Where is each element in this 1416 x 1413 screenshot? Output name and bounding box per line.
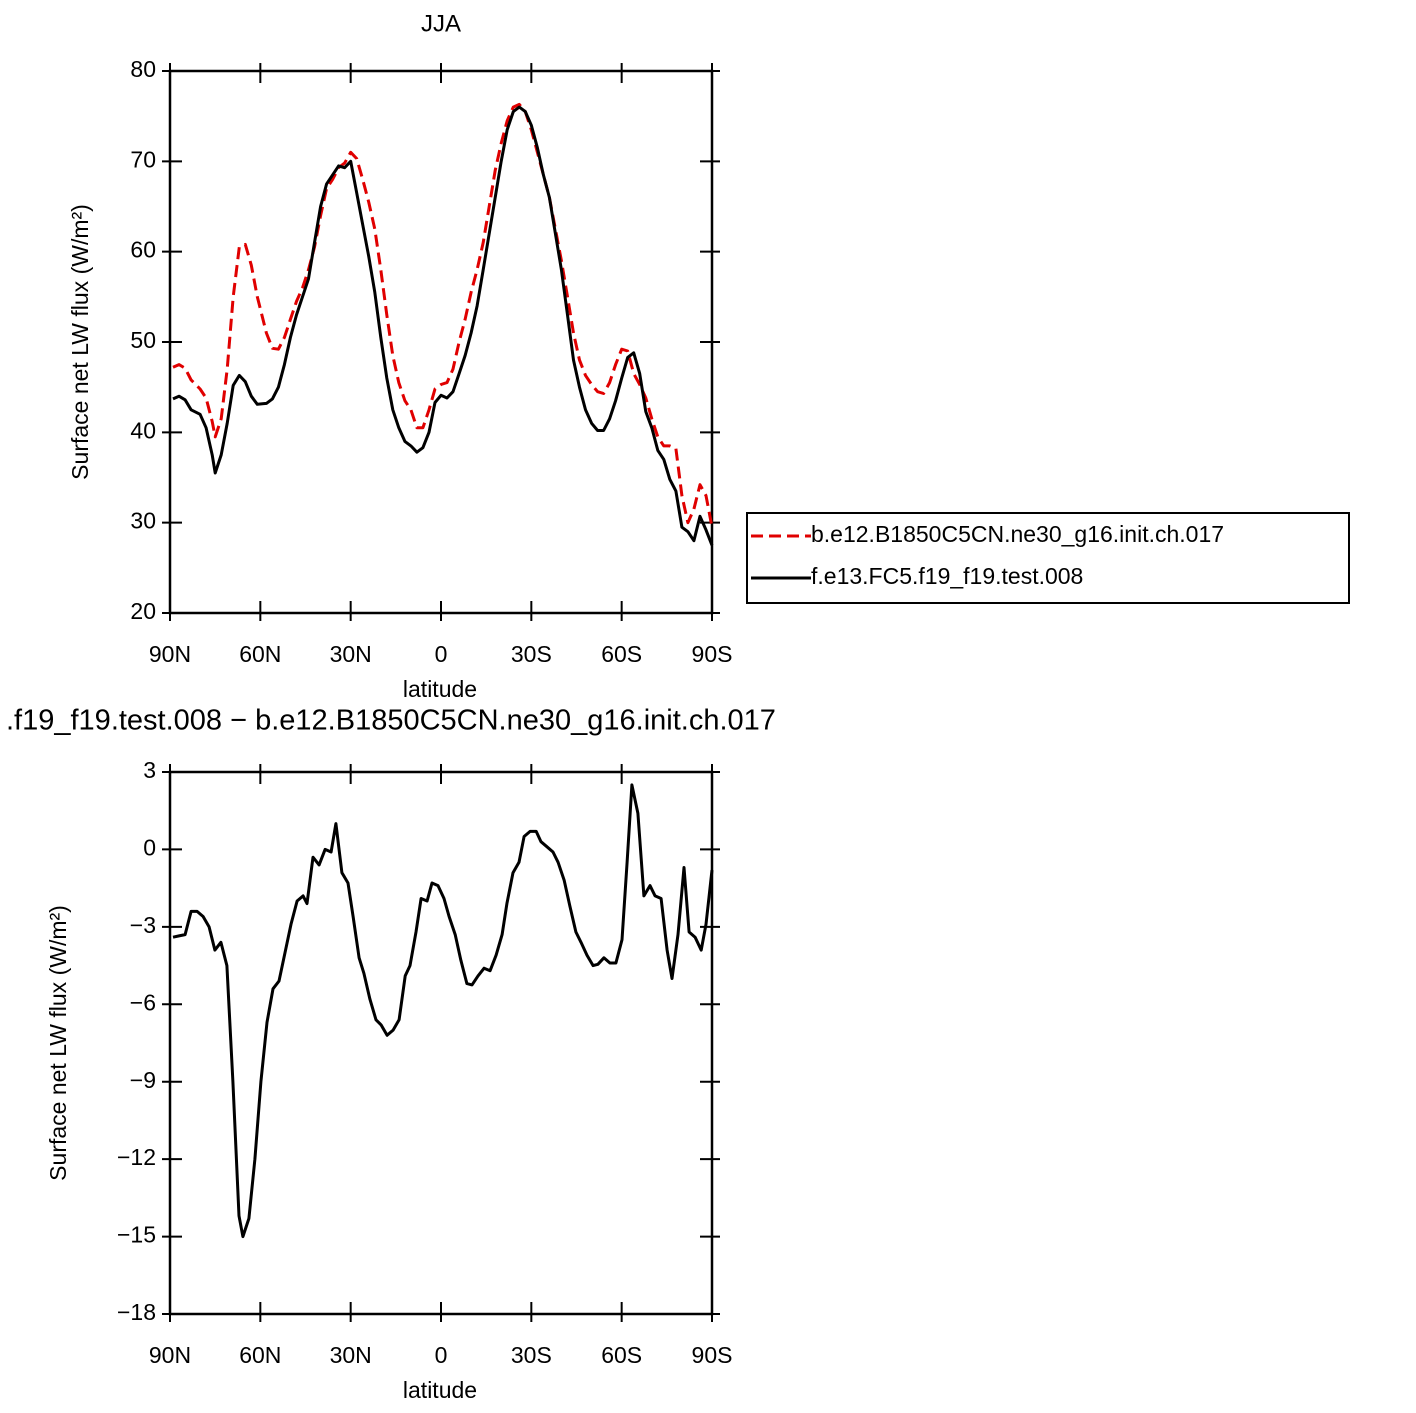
data-line — [172, 783, 714, 1239]
x-tick-label: 90S — [692, 1342, 733, 1368]
x-tick-label: 60N — [239, 641, 281, 667]
x-tick-label: 90N — [149, 1342, 191, 1368]
x-axis-label: latitude — [403, 676, 477, 702]
x-tick-label: 90S — [692, 641, 733, 667]
x-tick-label: 60N — [239, 1342, 281, 1368]
y-tick-label: 30 — [130, 508, 156, 534]
x-tick-label: 90N — [149, 641, 191, 667]
plot-frame — [168, 69, 714, 615]
x-tick-label: 30N — [330, 641, 372, 667]
y-tick-label: −6 — [130, 989, 156, 1015]
y-axis-label: Surface net LW flux (W/m²) — [67, 204, 93, 480]
y-tick-label: 40 — [130, 417, 156, 443]
y-tick-label: −3 — [130, 912, 156, 938]
data-line — [172, 102, 714, 528]
y-tick-label: −9 — [130, 1067, 156, 1093]
y-tick-label: 80 — [130, 56, 156, 82]
y-tick-label: 60 — [130, 237, 156, 263]
x-tick-label: 0 — [435, 1342, 448, 1368]
legend-box — [746, 512, 1350, 604]
y-tick-label: 0 — [143, 835, 156, 861]
x-tick-label: 0 — [435, 641, 448, 667]
x-tick-label: 60S — [601, 1342, 642, 1368]
y-tick-label: −18 — [117, 1299, 156, 1325]
legend-label: f.e13.FC5.f19_f19.test.008 — [811, 563, 1083, 589]
y-axis-label: Surface net LW flux (W/m²) — [45, 905, 71, 1181]
y-tick-label: 20 — [130, 598, 156, 624]
plot-frame — [168, 770, 714, 1316]
x-tick-label: 60S — [601, 641, 642, 667]
legend-label: b.e12.B1850C5CN.ne30_g16.init.ch.017 — [811, 521, 1224, 547]
chart-title: JJA — [421, 10, 461, 37]
y-tick-label: 50 — [130, 327, 156, 353]
x-tick-label: 30N — [330, 1342, 372, 1368]
y-tick-label: −15 — [117, 1222, 156, 1248]
y-tick-label: 70 — [130, 146, 156, 172]
x-axis-label: latitude — [403, 1377, 477, 1403]
data-line — [172, 105, 714, 546]
x-tick-label: 30S — [511, 1342, 552, 1368]
x-tick-label: 30S — [511, 641, 552, 667]
y-tick-label: 3 — [143, 757, 156, 783]
chart-title: .f19_f19.test.008 − b.e12.B1850C5CN.ne30… — [6, 705, 776, 737]
y-tick-label: −12 — [117, 1144, 156, 1170]
